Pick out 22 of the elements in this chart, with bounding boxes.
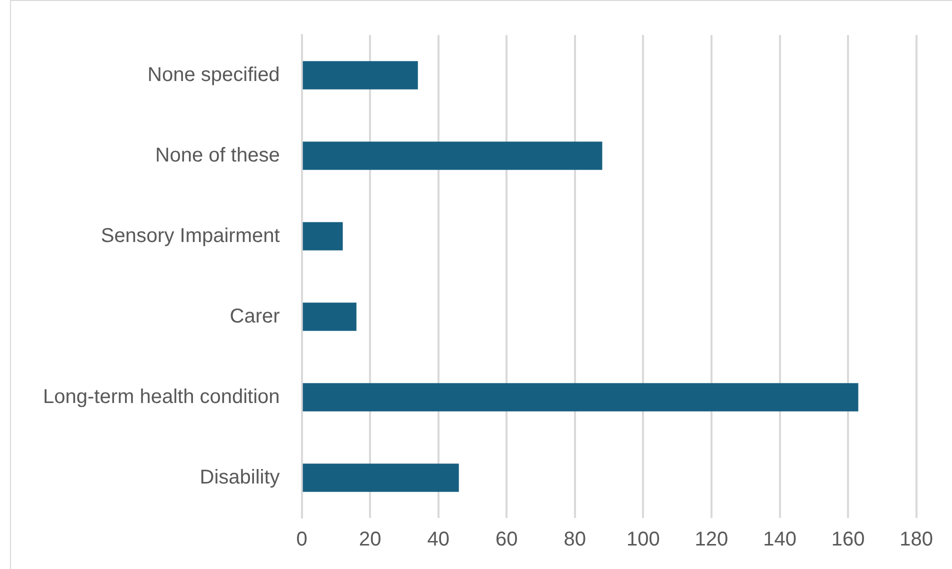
x-tick-label: 140	[763, 528, 796, 551]
x-tick-label: 80	[564, 528, 586, 551]
y-tick-label: Sensory Impairment	[100, 224, 280, 247]
x-tick-label: 100	[626, 528, 660, 551]
x-tick-label: 20	[358, 528, 382, 551]
y-tick-label: Long-term health condition	[42, 386, 280, 408]
x-tick-label: 120	[694, 528, 728, 551]
x-tick-label: 0	[296, 528, 308, 551]
x-tick-label: 160	[831, 528, 865, 551]
x-tick-label: 40	[427, 528, 450, 551]
bar	[302, 222, 343, 250]
bar	[302, 302, 356, 331]
bar	[302, 142, 602, 170]
y-tick-label: Carer	[230, 305, 280, 328]
x-tick-label: 180	[900, 528, 934, 551]
y-tick-label: None of these	[155, 144, 280, 166]
y-tick-label: None specified	[148, 64, 280, 86]
bar	[302, 61, 418, 90]
x-tick-label: 60	[496, 528, 518, 551]
bar	[302, 383, 858, 412]
y-tick-label: Disability	[200, 466, 280, 488]
bar	[302, 464, 459, 492]
